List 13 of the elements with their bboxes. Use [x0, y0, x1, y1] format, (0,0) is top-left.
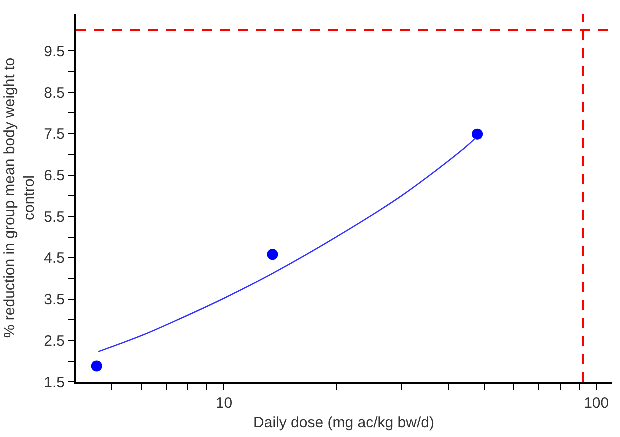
y-tick-label: 4.5	[44, 250, 65, 268]
y-tick-label: 9.5	[44, 43, 65, 60]
y-tick-label: 6.5	[44, 168, 65, 185]
y-axis-title: % reduction in group mean body weight to control	[1, 58, 38, 338]
y-tick-label: 1.5	[44, 374, 65, 392]
x-tick-label: 10	[216, 395, 233, 412]
y-tick-label: 3.5	[44, 292, 65, 309]
y-tick-label: 2.5	[44, 332, 65, 350]
y-tick-label: 5.5	[44, 208, 65, 226]
x-tick-label: 100	[584, 395, 610, 412]
y-tick-label: 8.5	[44, 84, 65, 102]
x-axis-title: Daily dose (mg ac/kg bw/d)	[254, 414, 434, 432]
y-tick-label: 7.5	[44, 126, 65, 144]
